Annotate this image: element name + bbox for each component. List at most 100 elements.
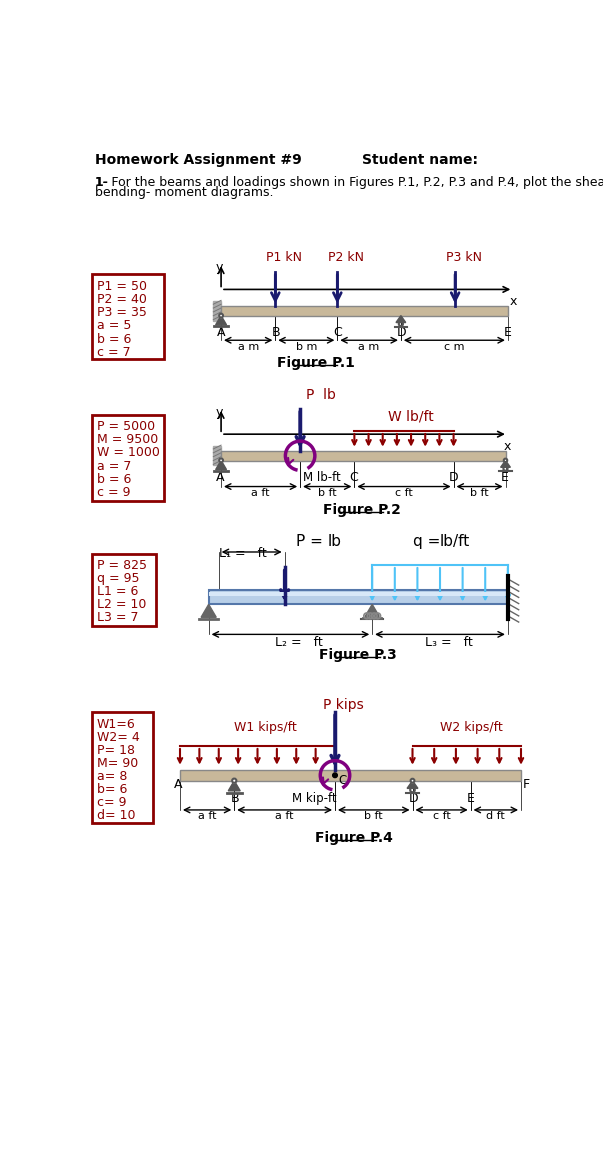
Text: W = 1000: W = 1000 (97, 447, 160, 460)
Polygon shape (213, 446, 221, 466)
Text: P= 18: P= 18 (97, 743, 135, 756)
Text: a m: a m (358, 342, 380, 351)
Polygon shape (407, 781, 418, 789)
Text: C: C (338, 774, 346, 787)
Text: P1 = 50: P1 = 50 (97, 280, 147, 293)
Circle shape (411, 778, 414, 783)
Polygon shape (216, 460, 227, 469)
Text: b = 6: b = 6 (97, 333, 131, 345)
Bar (92, 415, 164, 501)
Circle shape (219, 314, 223, 317)
Text: P2 kN: P2 kN (328, 251, 364, 264)
Bar (209, 592, 508, 596)
Bar (180, 770, 521, 781)
Text: a m: a m (238, 342, 259, 351)
Polygon shape (229, 781, 240, 791)
Text: x: x (504, 440, 511, 453)
Text: b= 6: b= 6 (97, 783, 127, 796)
Polygon shape (213, 301, 221, 321)
Text: Figure P.2: Figure P.2 (323, 503, 401, 517)
Text: W2 kips/ft: W2 kips/ft (440, 721, 502, 734)
Circle shape (232, 778, 236, 783)
Text: d ft: d ft (487, 811, 505, 822)
Text: a = 5: a = 5 (97, 320, 131, 333)
Text: M lb-ft: M lb-ft (303, 471, 341, 484)
Text: c ft: c ft (433, 811, 450, 822)
Text: Student name:: Student name: (362, 153, 478, 167)
Text: L1 = 6: L1 = 6 (97, 585, 139, 599)
Circle shape (504, 459, 507, 462)
Text: q = 95: q = 95 (97, 572, 139, 585)
Text: y: y (216, 261, 223, 274)
Polygon shape (396, 315, 406, 322)
Bar (221, 306, 508, 316)
Text: L₂ =   ft: L₂ = ft (275, 636, 323, 649)
Polygon shape (216, 315, 227, 324)
Text: b = 6: b = 6 (97, 473, 131, 485)
Text: a ft: a ft (251, 488, 270, 498)
Text: C: C (333, 327, 342, 340)
Text: Figure P.3: Figure P.3 (320, 648, 397, 662)
Text: M = 9500: M = 9500 (97, 433, 159, 447)
Polygon shape (365, 605, 379, 616)
Text: 1- For the beams and loadings shown in Figures P.1, P.2, P.3 and P.4, plot the s: 1- For the beams and loadings shown in F… (95, 176, 603, 189)
Text: c = 7: c = 7 (97, 345, 131, 358)
Text: P =: P = (296, 534, 323, 550)
Text: P = 825: P = 825 (97, 559, 147, 572)
Text: L3 = 7: L3 = 7 (97, 612, 139, 624)
Text: b ft: b ft (470, 488, 489, 498)
Bar (92, 553, 156, 626)
Text: 1-: 1- (95, 176, 109, 189)
Text: W1=6: W1=6 (97, 718, 136, 731)
Text: E: E (504, 327, 512, 340)
Text: L₃ =   ft: L₃ = ft (425, 636, 472, 649)
Text: c= 9: c= 9 (97, 796, 127, 809)
Text: b ft: b ft (364, 811, 383, 822)
Polygon shape (201, 605, 216, 617)
Text: P1 kN: P1 kN (266, 251, 302, 264)
Text: W lb/ft: W lb/ft (388, 410, 434, 424)
Text: a ft: a ft (276, 811, 294, 822)
Bar (221, 450, 505, 461)
Text: lb/ft: lb/ft (440, 534, 470, 550)
Text: M kip-ft: M kip-ft (292, 792, 337, 805)
Text: D: D (397, 327, 406, 340)
Circle shape (333, 773, 337, 777)
Text: P3 = 35: P3 = 35 (97, 307, 147, 320)
Text: Homework Assignment #9: Homework Assignment #9 (95, 153, 302, 167)
Text: B: B (271, 327, 280, 340)
Text: C: C (350, 471, 358, 484)
Text: Figure P.1: Figure P.1 (277, 356, 355, 370)
Text: c m: c m (444, 342, 464, 351)
Polygon shape (500, 460, 510, 467)
Circle shape (219, 459, 223, 462)
Text: W1 kips/ft: W1 kips/ft (234, 721, 297, 734)
Bar (209, 591, 508, 605)
Text: x: x (510, 295, 517, 308)
Text: bending- moment diagrams.: bending- moment diagrams. (95, 187, 273, 200)
Text: E: E (467, 792, 475, 805)
Text: M= 90: M= 90 (97, 757, 138, 770)
Text: b m: b m (295, 342, 317, 351)
Text: c = 9: c = 9 (97, 485, 131, 498)
Text: A: A (217, 327, 226, 340)
Text: b ft: b ft (318, 488, 336, 498)
Text: a = 7: a = 7 (97, 460, 131, 473)
Text: P3 kN: P3 kN (446, 251, 482, 264)
Text: y: y (216, 406, 223, 419)
Text: L₁ =   ft: L₁ = ft (219, 547, 267, 560)
Text: P kips: P kips (323, 698, 364, 712)
Text: F: F (523, 778, 529, 791)
Text: d= 10: d= 10 (97, 809, 136, 823)
Text: lb: lb (327, 534, 341, 550)
Text: A: A (174, 778, 182, 791)
Text: E: E (501, 471, 509, 484)
Text: D: D (409, 792, 418, 805)
Text: c ft: c ft (395, 488, 413, 498)
Text: a ft: a ft (198, 811, 216, 822)
Text: D: D (449, 471, 458, 484)
Text: P  lb: P lb (306, 387, 336, 401)
Text: P2 = 40: P2 = 40 (97, 293, 147, 306)
Text: A: A (216, 471, 224, 484)
Text: L2 = 10: L2 = 10 (97, 599, 147, 612)
